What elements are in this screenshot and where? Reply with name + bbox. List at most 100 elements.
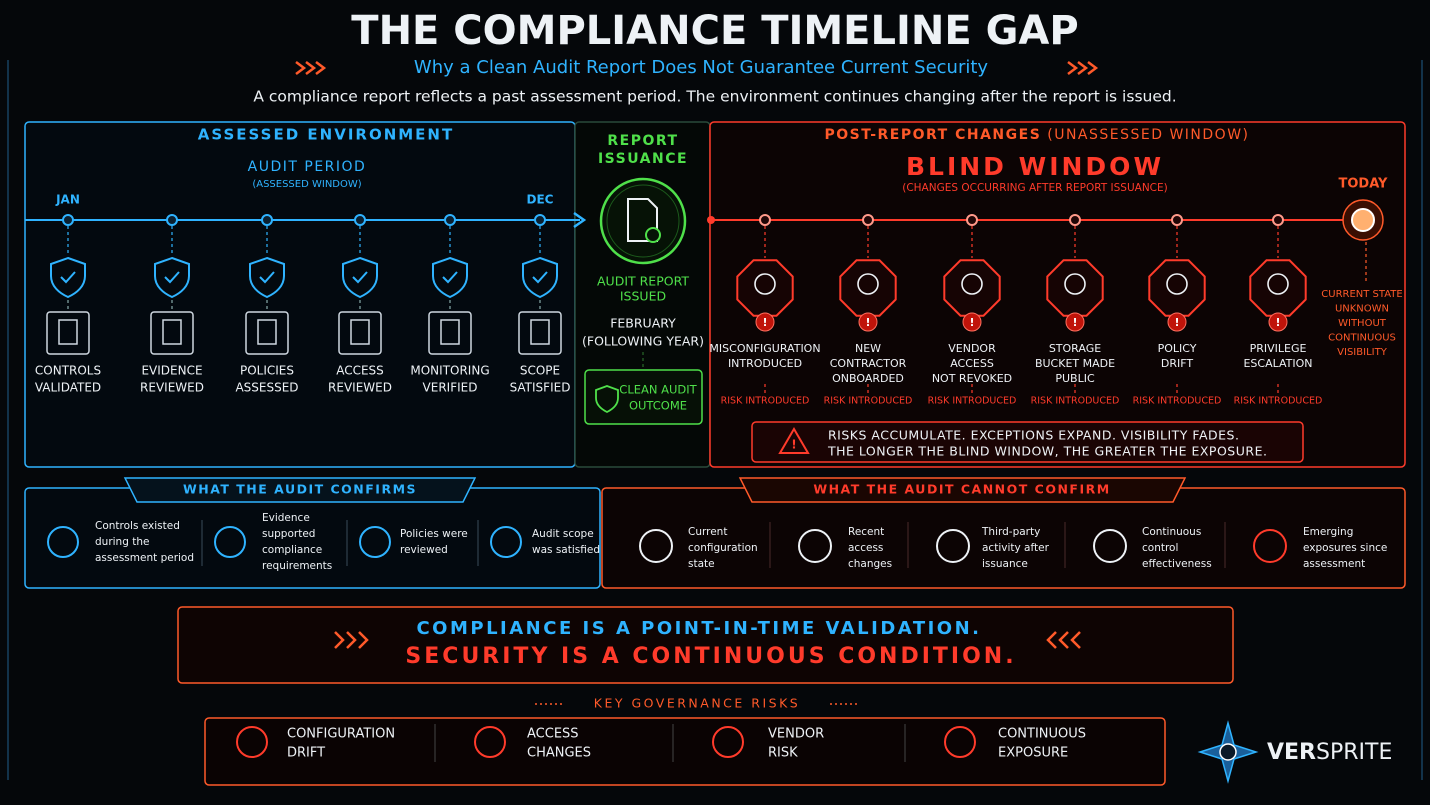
panel-heading: WHAT THE AUDIT CANNOT CONFIRM [813,482,1110,497]
alert-mark: ! [1072,316,1077,329]
change-icon [943,259,1001,317]
cannot-text: Current [688,526,727,538]
confirm-text: supported [262,528,315,540]
outcome-box [584,369,703,425]
outcome-label: CLEAN AUDIT [619,383,697,397]
risk-label: VENDOR [768,727,824,742]
arrow [573,211,587,229]
risk-label: CONTINUOUS [998,727,1086,742]
item-label: POLICIES [240,364,294,378]
change-label: ACCESS [950,357,994,370]
chevrons [334,631,369,649]
logo: VERSPRITE [1267,740,1392,765]
risk-tag: RISK INTRODUCED [824,396,913,407]
panel-heading: ASSESSED ENVIRONMENT [198,126,454,144]
confirm-text: during the [95,536,149,548]
alert-mark: ! [1275,316,1280,329]
today-node [1351,208,1375,232]
risks-box [204,717,1166,786]
timeline-node [261,214,273,226]
cannot-text: effectiveness [1142,558,1212,570]
risk-tag: RISK INTRODUCED [1133,396,1222,407]
change-label: NEW [855,342,881,355]
warning-box [751,421,1304,463]
chevrons [295,61,327,75]
confirm-text: Audit scope [532,528,594,540]
today-label: TODAY [1339,177,1389,192]
risk-icon [712,726,744,758]
confirm-icon [359,526,391,558]
item-label: REVIEWED [328,381,392,395]
logo-rest: SPRITE [1316,740,1392,765]
report-date: FEBRUARY [610,316,676,331]
alert-badge [962,312,982,332]
cannot-text: Emerging [1303,526,1353,538]
change-label: STORAGE [1049,342,1101,355]
document-icon [338,311,382,355]
confirm-text: reviewed [400,544,448,556]
timeline-node [759,214,771,226]
change-label: BUCKET MADE [1035,357,1115,370]
change-label: PUBLIC [1055,372,1095,385]
panel-heading: WHAT THE AUDIT CONFIRMS [183,482,417,497]
item-label: EVIDENCE [141,364,202,378]
timeline-node [62,214,74,226]
report-ring [599,177,687,265]
confirm-text: requirements [262,560,332,572]
clipboard [58,319,78,345]
warning-mark: ! [791,438,796,452]
change-icon [1046,259,1104,317]
check [352,271,368,284]
change-label: NOT REVOKED [932,372,1012,385]
timeline-node [166,214,178,226]
panel-heading-note: (UNASSESSED WINDOW) [1047,127,1249,143]
document-icon [150,311,194,355]
document-icon [245,311,289,355]
blind-title: BLIND WINDOW [906,152,1164,181]
timeline-node [1069,214,1081,226]
report-check [645,227,661,243]
chevrons [1067,61,1099,75]
cannot-text: Continuous [1142,526,1201,538]
item-label: VALIDATED [35,381,101,395]
risk-tag: RISK INTRODUCED [721,396,810,407]
clipboard [350,319,370,345]
cannot-text: assessment [1303,558,1365,570]
alert-badge [1167,312,1187,332]
change-icon [839,259,897,317]
change-label: PRIVILEGE [1250,342,1307,355]
glyph [754,273,776,295]
panel-heading-main: POST-REPORT CHANGES [824,127,1041,143]
cannot-text: Third-party [981,526,1040,538]
cannot-icon [1093,529,1127,563]
cannot-icon [1253,529,1287,563]
glyph [961,273,983,295]
check [442,271,458,284]
shield-icon [50,256,86,299]
alert-badge [858,312,878,332]
heading-tab [123,477,477,503]
confirm-icon [47,526,79,558]
change-icon [1249,259,1307,317]
risk-icon [944,726,976,758]
change-icon [736,259,794,317]
glyph [1064,273,1086,295]
timeline-end: DEC [527,193,554,207]
shield-icon [154,256,190,299]
change-label: INTRODUCED [728,357,802,370]
confirm-text: Evidence [262,512,310,524]
cannot-text: exposures since [1303,542,1387,554]
risk-label: DRIFT [287,746,325,761]
banner-box [177,606,1234,684]
report-heading: ISSUANCE [598,151,688,167]
logo-strong: VER [1267,740,1316,765]
item-label: REVIEWED [140,381,204,395]
clipboard [162,319,182,345]
cannot-text: configuration [688,542,758,554]
heading-tab [738,477,1187,503]
today-note: UNKNOWN [1335,304,1389,315]
subtitle: Why a Clean Audit Report Does Not Guaran… [414,57,989,78]
report-issued: AUDIT REPORT [597,274,689,289]
glyph [857,273,879,295]
report-issued: ISSUED [620,289,666,304]
